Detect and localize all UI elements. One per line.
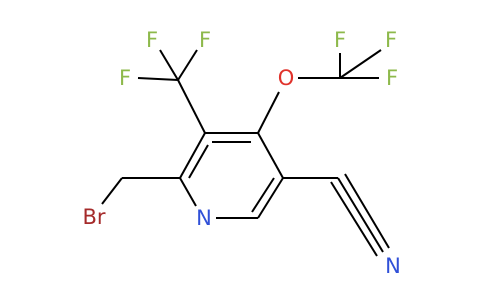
atom-label: F [119, 66, 131, 90]
atom-label: Br [82, 205, 105, 229]
atom-label: F [334, 28, 346, 52]
atom-label: O [278, 66, 295, 90]
atom-label: N [385, 254, 401, 278]
atom-label: F [146, 28, 158, 52]
atom-label: F [199, 28, 211, 52]
atom-label: F [386, 66, 398, 90]
atom-label: F [385, 28, 397, 52]
bonds [101, 49, 390, 257]
atom-label: N [196, 206, 212, 230]
